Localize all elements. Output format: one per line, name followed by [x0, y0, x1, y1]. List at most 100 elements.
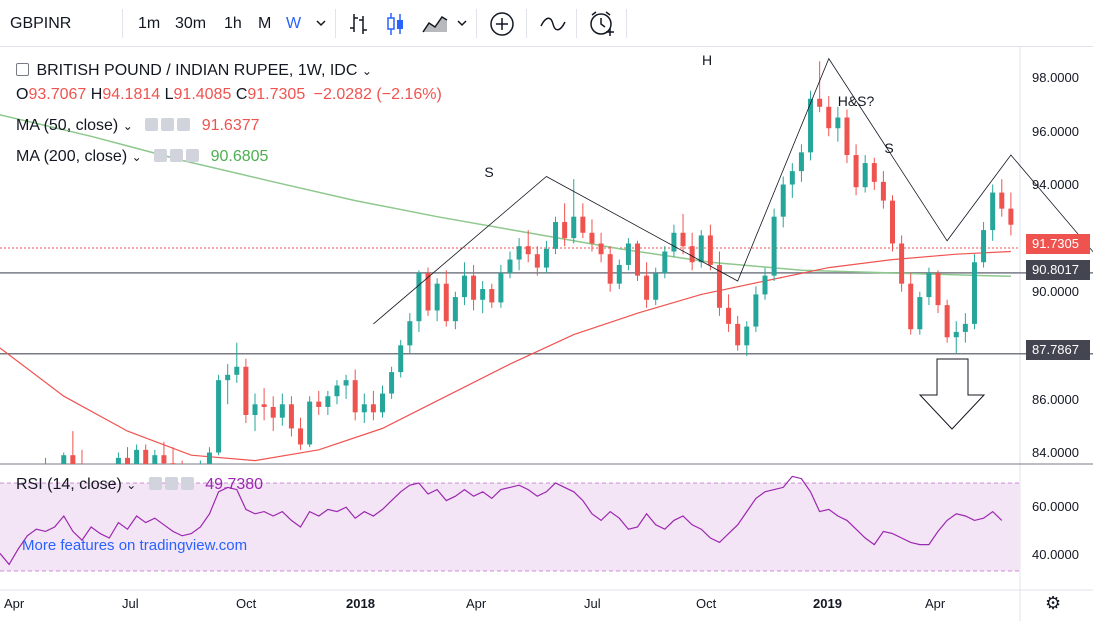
eye-icon[interactable]: [148, 477, 162, 490]
ma200-value: 90.6805: [210, 148, 269, 165]
candle-body: [498, 272, 504, 303]
y-tick-label: 96.0000: [1032, 124, 1079, 139]
ma50-label[interactable]: MA (50, close): [16, 117, 119, 134]
price-tag-last: 91.7305: [1026, 234, 1090, 254]
high-value: 94.1814: [102, 86, 161, 103]
candle-body: [143, 449, 149, 464]
ma200-label[interactable]: MA (200, close): [16, 148, 128, 165]
down-arrow-shape: [918, 358, 986, 430]
candle-body: [425, 272, 431, 311]
candle-body: [962, 323, 968, 332]
interval-30m[interactable]: 30m: [175, 15, 207, 32]
candle-body: [370, 404, 376, 413]
collapse-icon[interactable]: [16, 63, 29, 76]
candle-body: [562, 222, 568, 239]
candle-body: [935, 272, 941, 306]
candle-body: [152, 455, 158, 464]
candle-body: [762, 275, 768, 295]
interval-1m[interactable]: 1m: [138, 15, 161, 32]
ma50-line: [0, 250, 1011, 462]
candle-body: [461, 275, 467, 298]
candle-body: [452, 297, 458, 322]
chevron-down-icon[interactable]: ⌄: [122, 119, 133, 133]
candle-body: [525, 246, 531, 255]
chevron-down-icon[interactable]: ⌄: [126, 478, 137, 492]
hs-pattern-line: [373, 57, 1093, 325]
candle-body: [270, 406, 276, 418]
candle-body: [334, 385, 340, 397]
candle-body: [908, 283, 914, 330]
add-indicator-icon[interactable]: [489, 0, 515, 47]
close-icon[interactable]: [186, 149, 200, 162]
chart-canvas[interactable]: S H S H&S?: [0, 47, 1093, 621]
interval-m[interactable]: M: [258, 15, 272, 32]
candle-body: [817, 98, 823, 107]
candle-body: [216, 380, 222, 453]
chevron-down-icon[interactable]: [455, 0, 469, 47]
chevron-down-icon[interactable]: [314, 0, 328, 47]
candle-body: [115, 457, 121, 464]
candle-body: [607, 254, 613, 284]
rsi-line: [0, 475, 1003, 566]
x-tick-label: Oct: [696, 596, 717, 611]
x-tick-label: Oct: [236, 596, 257, 611]
candle-body: [780, 184, 786, 217]
eye-icon[interactable]: [154, 149, 168, 162]
x-tick-label: Apr: [4, 596, 25, 611]
candle-body: [471, 275, 477, 300]
candle-body: [853, 155, 859, 188]
open-value: 93.7067: [28, 86, 87, 103]
rsi-label[interactable]: RSI (14, close): [16, 476, 122, 493]
gear-icon[interactable]: [164, 477, 178, 490]
bar-style-icon[interactable]: [348, 0, 370, 47]
high-label: H: [90, 86, 103, 103]
candle-body: [899, 243, 905, 284]
close-icon[interactable]: [177, 118, 191, 131]
candle-body: [662, 251, 668, 273]
chevron-down-icon[interactable]: ⌄: [361, 64, 372, 78]
gear-icon[interactable]: [161, 118, 175, 131]
candle-body: [880, 181, 886, 201]
eye-icon[interactable]: [145, 118, 159, 131]
y-tick-label: 94.0000: [1032, 177, 1079, 192]
ma50-value: 91.6377: [201, 117, 260, 134]
candle-body: [808, 98, 814, 153]
candle-body: [744, 326, 750, 346]
legend-ma200: MA (200, close) ⌄ 90.6805: [16, 148, 268, 166]
candle-body: [771, 216, 777, 276]
promo-link[interactable]: More features on tradingview.com: [22, 537, 248, 554]
area-style-icon[interactable]: [421, 0, 449, 47]
candle-body: [398, 345, 404, 373]
candle-body: [279, 404, 285, 418]
candle-body: [516, 246, 522, 260]
legend-ohlc: O93.7067 H94.1814 L91.4085 C91.7305 −2.0…: [16, 86, 442, 104]
legend-title-row: BRITISH POUND / INDIAN RUPEE, 1W, IDC ⌄: [16, 62, 372, 80]
candle-body: [580, 216, 586, 233]
candle-body: [616, 264, 622, 284]
toolbar-divider: [626, 9, 627, 38]
candle-body: [926, 272, 932, 298]
rsi-tick-label: 60.0000: [1032, 499, 1079, 514]
x-tick-label: Jul: [584, 596, 601, 611]
candles-style-icon[interactable]: [385, 0, 407, 47]
gear-icon[interactable]: [170, 149, 184, 162]
candle-body: [726, 307, 732, 324]
chevron-down-icon[interactable]: ⌄: [131, 150, 142, 164]
close-label: C: [235, 86, 248, 103]
candle-body: [635, 243, 640, 276]
candle-body: [862, 163, 868, 188]
candle-body: [234, 366, 240, 375]
candle-body: [206, 452, 212, 464]
interval-1h[interactable]: 1h: [224, 15, 242, 32]
candle-body: [288, 404, 294, 429]
annotation-s-right: S: [884, 140, 893, 156]
gear-icon[interactable]: ⚙: [1045, 593, 1062, 613]
toolbar-divider: [335, 9, 336, 38]
interval-w[interactable]: W: [286, 15, 302, 32]
close-icon[interactable]: [180, 477, 194, 490]
alert-clock-icon[interactable]: [587, 0, 615, 47]
compare-icon[interactable]: [539, 0, 567, 47]
candle-body: [261, 404, 267, 407]
symbol-search[interactable]: GBPINR: [10, 15, 72, 32]
candle-body: [680, 232, 686, 247]
